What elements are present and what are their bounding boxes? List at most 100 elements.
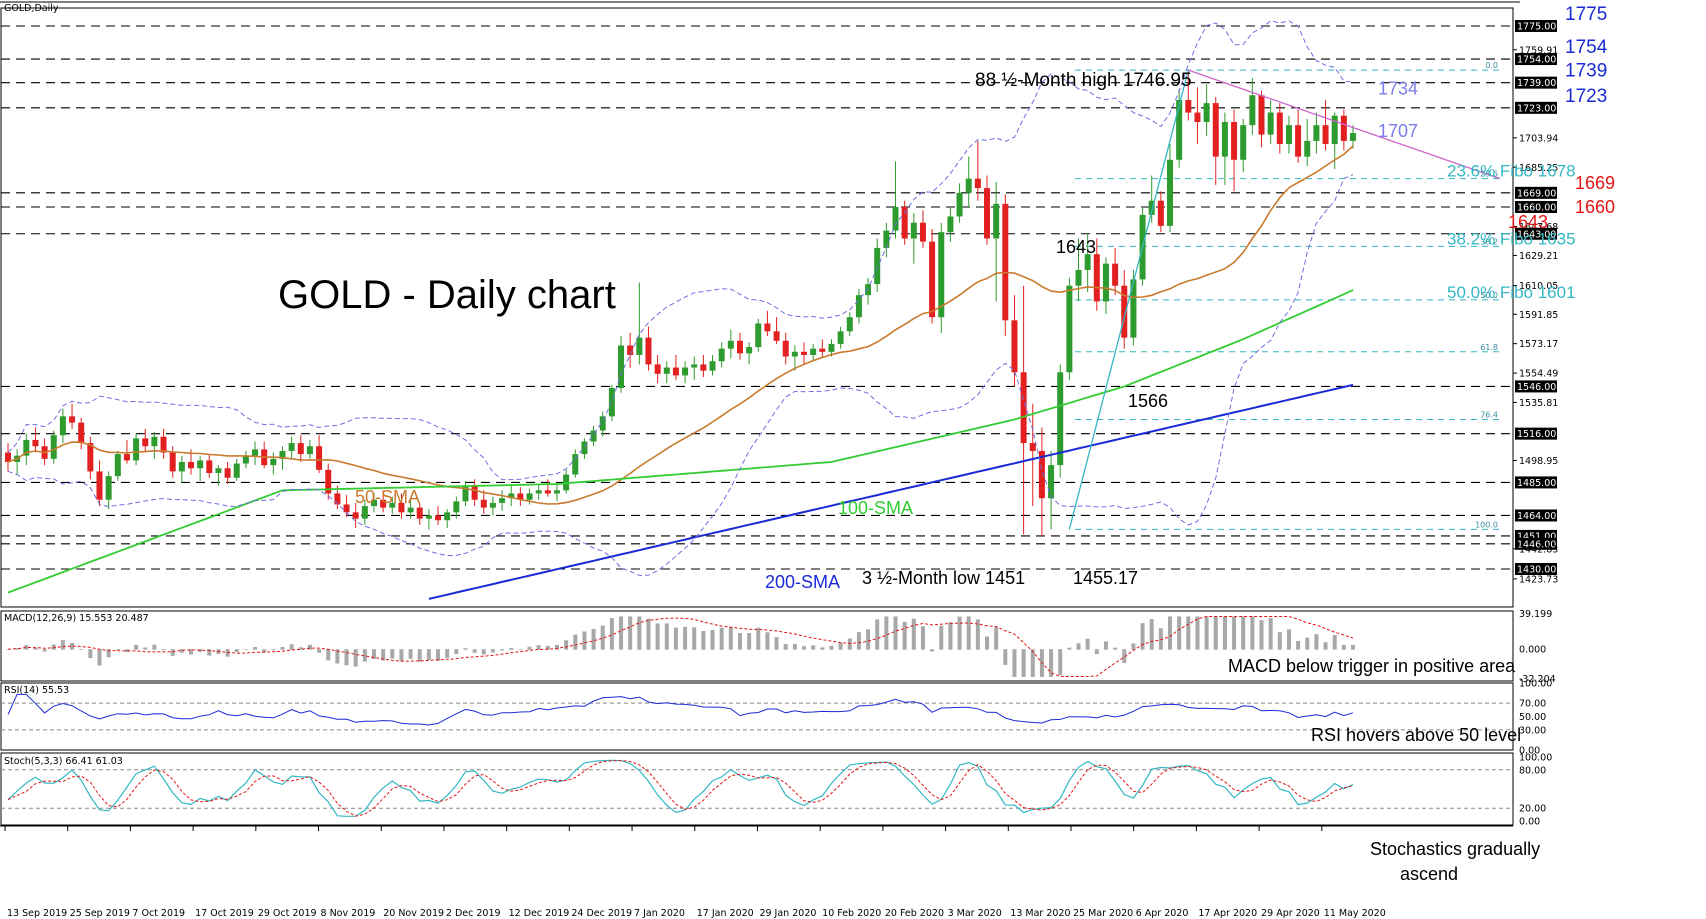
date-label-19: 17 Apr 2020 [1198,908,1257,919]
rsi-axis-0: 100.00 [1519,679,1552,690]
macd-bar [756,627,761,650]
macd-bar [1232,616,1237,650]
candle [965,156,972,207]
price-label-7: 1573.17 [1519,339,1558,350]
candle-body [636,337,643,355]
candle-body [334,493,341,505]
macd-bar [957,616,962,650]
candle [471,479,478,507]
macd-bar [1158,628,1163,650]
candle [1167,144,1174,233]
macd-bar [628,616,633,650]
macd-bar [344,649,349,666]
macd-bar [646,618,651,650]
macd-bar [317,649,322,653]
macd-bar [42,649,47,652]
macd-bar [445,649,450,658]
price-tag-4: 1669.00 [1517,188,1556,199]
candle [224,461,231,485]
candle-body [1066,285,1073,373]
candle [1304,118,1311,167]
candle [1029,403,1036,507]
candle [1249,77,1256,135]
fibo-ratio-2: 38.2 [1480,237,1498,246]
candle [691,356,698,381]
candle [993,181,1000,302]
candle [1231,109,1238,192]
candle [590,425,597,447]
candle-body [736,340,743,354]
candle [1066,277,1073,381]
macd-bar [1250,616,1255,650]
annotation-sma200: 200-SMA [765,572,840,592]
candle [929,229,936,324]
macd-axis-2: -32.204 [1519,674,1556,685]
macd-bar [70,642,75,650]
candle-body [718,348,725,362]
candle [380,490,387,513]
stoch-axis-3: 0.00 [1519,817,1540,828]
candle-body [1029,443,1036,451]
candle-body [1093,254,1100,302]
candle-body [1102,263,1109,302]
candle [773,317,780,344]
macd-bar [6,649,10,650]
price-tag-box-7 [1515,380,1557,393]
macd-bar [33,647,38,650]
candle-body [837,331,844,344]
candle [69,403,76,429]
candle-body [242,455,249,464]
candle [627,332,634,368]
macd-bar [1012,649,1017,677]
candle-body [581,441,588,455]
candle [846,312,853,337]
candle [215,465,222,486]
candle [901,200,908,245]
candle [1176,88,1183,168]
candle [700,354,707,377]
candle-body [133,438,140,461]
candle-body [279,450,286,459]
candle-body [709,361,716,371]
macd-bar [719,627,724,650]
candle-body [810,348,817,355]
candle [672,354,679,381]
price-tag-box-4 [1515,186,1557,199]
candle [1285,115,1292,154]
macd-bar [847,638,852,650]
candle [252,441,259,466]
macd-bar [253,646,258,650]
candle [242,450,249,469]
candle [654,354,661,384]
candle-body [1313,125,1320,141]
annotation-swing-high: 1643 [1056,237,1096,257]
macd-bar [463,648,468,650]
macd-bar [1341,644,1346,650]
price-tag-0: 1775.00 [1517,22,1556,33]
symbol-label: GOLD,Daily [4,3,59,14]
chart-title: GOLD - Daily chart [278,273,616,317]
candle [837,326,844,349]
candle [1011,295,1018,387]
candle-body [828,343,835,352]
candle [50,430,57,464]
candle [718,342,725,368]
bollinger-label-0: 1734 [1378,79,1418,99]
candle-body [1157,200,1164,226]
candle [544,479,551,497]
candle-body [1221,122,1228,157]
candle-body [435,515,442,521]
candle [736,332,743,360]
candle [984,175,991,245]
candle [1038,427,1045,536]
candle-body [1203,103,1210,123]
candle [755,318,762,352]
macd-bar [609,618,614,650]
candle-body [32,439,39,447]
candle [1185,70,1192,121]
macd-bar [207,649,212,656]
sma200-line [428,383,1354,600]
macd-bar [170,649,175,656]
macd-bar [124,649,129,653]
candle [444,509,451,529]
